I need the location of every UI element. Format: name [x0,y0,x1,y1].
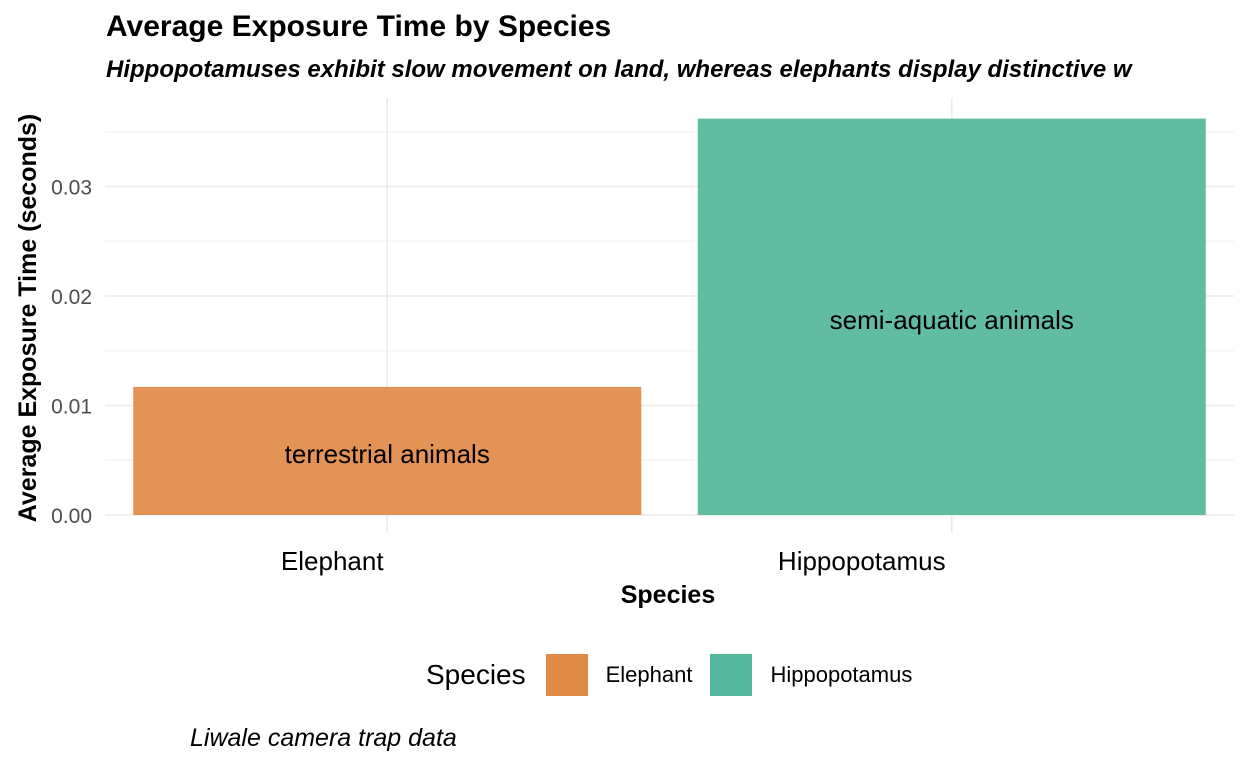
legend-item-elephant: Elephant [545,654,693,696]
y-tick-label: 0.02 [51,286,92,309]
legend-label-hippopotamus: Hippopotamus [770,662,913,687]
bars [133,118,1206,516]
bar-label-elephant: terrestrial animals [285,439,490,469]
y-tick-label: 0.00 [51,505,92,528]
y-tick-labels: 0.00 0.01 0.02 0.03 [51,177,92,529]
chart-subtitle: Hippopotamuses exhibit slow movement on … [106,56,1132,83]
x-tick-label-hippopotamus: Hippopotamus [778,546,946,576]
bar-label-hippopotamus: semi-aquatic animals [830,305,1074,335]
y-tick-label: 0.03 [51,177,92,200]
bar-hippopotamus [697,118,1206,516]
legend: Species Elephant Hippopotamus [426,654,930,696]
legend-label-elephant: Elephant [605,662,693,687]
x-axis-label: Species [621,581,716,609]
legend-item-hippopotamus: Hippopotamus [710,654,912,696]
legend-title: Species [426,659,526,690]
legend-swatch-hippopotamus [710,654,753,696]
y-axis-label: Average Exposure Time (seconds) [14,114,42,522]
y-tick-label: 0.01 [51,396,92,419]
legend-swatch-elephant [545,654,588,696]
x-tick-labels: Elephant Hippopotamus [281,546,946,576]
bar-labels: terrestrial animals semi-aquatic animals [285,305,1074,469]
x-tick-label-elephant: Elephant [281,546,384,576]
bar-elephant [133,386,642,515]
chart-title: Average Exposure Time by Species [106,10,612,43]
chart-caption: Liwale camera trap data [190,724,457,752]
